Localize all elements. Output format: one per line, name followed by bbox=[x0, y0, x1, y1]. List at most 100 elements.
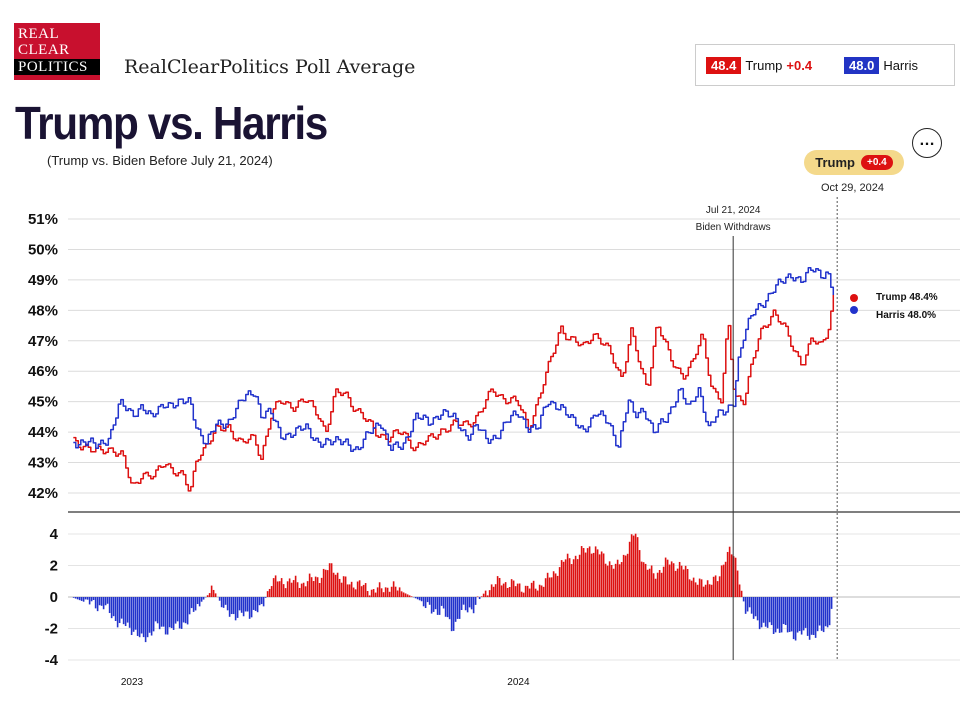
spread-bar bbox=[236, 597, 239, 618]
spread-bar bbox=[112, 597, 115, 617]
spread-bar bbox=[778, 597, 781, 633]
spread-bar bbox=[592, 552, 595, 597]
spread-bar bbox=[674, 570, 677, 597]
spread-bar bbox=[616, 559, 619, 597]
spread-bar bbox=[214, 593, 217, 597]
spread-bar bbox=[668, 564, 671, 597]
spread-bar bbox=[448, 597, 451, 620]
spread-bar bbox=[746, 597, 749, 612]
spread-bar bbox=[704, 584, 707, 597]
y-tick-label: 44% bbox=[28, 424, 58, 441]
spread-bar bbox=[138, 597, 141, 638]
spread-bar bbox=[672, 563, 675, 597]
spread-bar bbox=[258, 597, 261, 606]
spread-bar bbox=[418, 597, 421, 601]
spread-bar bbox=[132, 597, 135, 632]
spread-bar bbox=[136, 597, 139, 636]
spread-bar bbox=[588, 546, 591, 597]
harris-value-chip: 48.0 bbox=[844, 57, 880, 74]
spread-bar bbox=[110, 597, 113, 619]
spread-bar bbox=[252, 597, 255, 610]
spread-bar bbox=[558, 567, 561, 597]
spread-bar bbox=[416, 597, 419, 600]
spread-bar bbox=[160, 597, 163, 627]
spread-bar bbox=[444, 597, 447, 617]
y-tick-label: -4 bbox=[45, 652, 59, 669]
spread-bar bbox=[312, 581, 315, 597]
spread-bar bbox=[734, 557, 737, 597]
spread-bar bbox=[466, 597, 469, 613]
y-tick-label: 47% bbox=[28, 333, 58, 350]
spread-bar bbox=[104, 597, 107, 606]
spread-bar bbox=[512, 580, 515, 597]
spread-bar bbox=[274, 575, 277, 597]
spread-bar bbox=[690, 580, 693, 597]
spread-bar bbox=[300, 583, 303, 597]
harris-line bbox=[73, 267, 835, 453]
spread-bar bbox=[122, 597, 125, 625]
spread-bar bbox=[332, 572, 335, 597]
spread-bar bbox=[648, 568, 651, 597]
spread-bar bbox=[504, 582, 507, 597]
spread-bar bbox=[724, 561, 727, 597]
spread-bar bbox=[88, 597, 91, 605]
spread-bar bbox=[422, 597, 425, 607]
spread-bar bbox=[184, 597, 187, 624]
spread-bar bbox=[696, 584, 699, 597]
leader-badge: Trump +0.4 bbox=[804, 150, 904, 175]
spread-bar bbox=[522, 592, 525, 597]
spread-bar bbox=[342, 576, 345, 597]
spread-bar bbox=[478, 597, 481, 600]
spread-bar bbox=[398, 587, 401, 597]
spread-bar bbox=[614, 563, 617, 597]
spread-bar bbox=[302, 582, 305, 597]
spread-bar bbox=[692, 577, 695, 597]
spread-bar bbox=[714, 575, 717, 597]
spread-bar bbox=[534, 588, 537, 597]
spread-bar bbox=[596, 549, 599, 597]
spread-bar bbox=[680, 565, 683, 597]
rcp-logo[interactable]: REAL CLEAR POLITICS bbox=[14, 23, 100, 80]
spread-bar bbox=[574, 555, 577, 597]
spread-bar bbox=[386, 587, 389, 597]
spread-bar bbox=[268, 588, 271, 597]
spread-bar bbox=[196, 597, 199, 605]
y-tick-label: 46% bbox=[28, 363, 58, 380]
spread-bar bbox=[220, 597, 223, 608]
spread-bar bbox=[190, 597, 193, 609]
x-tick-label: 2023 bbox=[121, 677, 144, 688]
spread-bar bbox=[292, 580, 295, 597]
spread-bar bbox=[516, 583, 519, 597]
y-tick-label: 51% bbox=[28, 211, 58, 228]
spread-bar bbox=[532, 580, 535, 597]
spread-bar bbox=[194, 597, 197, 611]
spread-bar bbox=[414, 597, 417, 599]
spread-bar bbox=[170, 597, 173, 629]
spread-bar bbox=[174, 597, 177, 624]
spread-bar bbox=[756, 597, 759, 621]
spread-bar bbox=[754, 597, 757, 617]
spread-bar bbox=[610, 564, 613, 597]
y-axis-labels: 51% 50% 49% 48% 47% 46% 45% 44% 43% 42% 4 2 0 -2 -4 202… bbox=[28, 211, 530, 688]
spread-bar bbox=[638, 550, 641, 597]
spread-bar bbox=[608, 561, 611, 597]
more-options-icon[interactable]: … bbox=[912, 128, 942, 158]
spread-bar bbox=[624, 555, 627, 597]
spread-bar bbox=[404, 593, 407, 597]
spread-bar bbox=[526, 585, 529, 597]
spread-bar bbox=[750, 597, 753, 614]
spread-bar bbox=[662, 566, 665, 597]
spread-bar bbox=[360, 586, 363, 597]
spread-bar bbox=[496, 576, 499, 597]
spread-bar bbox=[362, 584, 365, 597]
spread-bar bbox=[402, 592, 405, 597]
spread-bar bbox=[72, 597, 75, 598]
spread-bar bbox=[198, 597, 201, 607]
spread-bar bbox=[802, 597, 805, 631]
y-tick-label: 50% bbox=[28, 241, 58, 258]
spread-bar bbox=[168, 597, 171, 628]
y-tick-label: 2 bbox=[50, 558, 58, 575]
legend-harris: 48.0 Harris bbox=[844, 57, 918, 74]
spread-bar bbox=[134, 597, 137, 630]
